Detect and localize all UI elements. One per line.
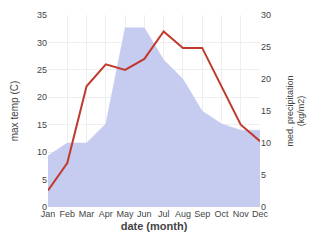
svg-text:Mar: Mar <box>79 209 95 219</box>
svg-text:10: 10 <box>261 138 271 148</box>
svg-text:May: May <box>117 209 135 219</box>
svg-text:Apr: Apr <box>99 209 113 219</box>
svg-text:med. precipitation(kg/m2): med. precipitation(kg/m2) <box>285 75 307 146</box>
svg-text:20: 20 <box>261 74 271 84</box>
svg-text:0: 0 <box>261 202 266 212</box>
svg-text:Jul: Jul <box>158 209 170 219</box>
svg-text:30: 30 <box>37 38 47 48</box>
svg-text:25: 25 <box>261 42 271 52</box>
svg-text:10: 10 <box>37 147 47 157</box>
svg-text:15: 15 <box>37 120 47 130</box>
svg-text:5: 5 <box>42 175 47 185</box>
svg-text:Aug: Aug <box>175 209 191 219</box>
svg-text:5: 5 <box>261 170 266 180</box>
svg-text:Dec: Dec <box>252 209 269 219</box>
svg-text:Jan: Jan <box>41 209 56 219</box>
svg-text:15: 15 <box>261 106 271 116</box>
svg-text:30: 30 <box>261 10 271 20</box>
svg-text:Nov: Nov <box>233 209 250 219</box>
svg-text:0: 0 <box>42 202 47 212</box>
svg-text:20: 20 <box>37 92 47 102</box>
svg-text:date (month): date (month) <box>121 220 188 232</box>
svg-text:Oct: Oct <box>214 209 229 219</box>
svg-text:Sep: Sep <box>194 209 210 219</box>
svg-text:Feb: Feb <box>60 209 76 219</box>
svg-text:25: 25 <box>37 65 47 75</box>
svg-text:35: 35 <box>37 10 47 20</box>
svg-text:Jun: Jun <box>137 209 152 219</box>
svg-text:max temp (C): max temp (C) <box>9 81 20 142</box>
